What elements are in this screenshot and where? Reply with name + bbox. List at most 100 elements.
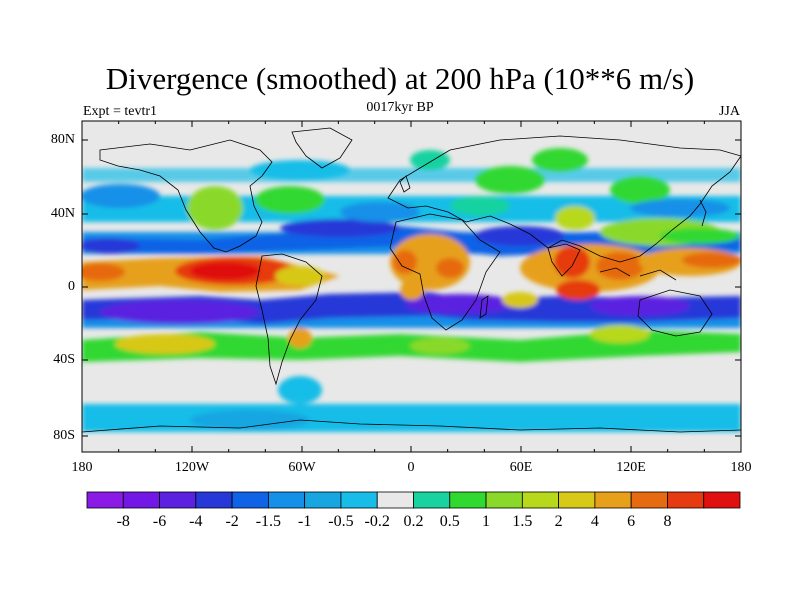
- field-patch: [610, 176, 670, 204]
- lon-label: 120W: [174, 460, 210, 475]
- colorbar-label: 6: [627, 513, 636, 530]
- lat-label: 40N: [50, 206, 75, 221]
- lat-label: 80S: [53, 428, 75, 443]
- colorbar-label: 1.5: [512, 513, 533, 530]
- field-patch: [475, 226, 565, 246]
- coast-south-america: [255, 253, 323, 386]
- lon-label: 180: [730, 460, 752, 475]
- colorbar-swatch: [667, 491, 705, 509]
- colorbar-swatch: [304, 491, 342, 509]
- colorbar-label: 0.2: [403, 513, 424, 530]
- colorbar-label: -8: [116, 513, 130, 530]
- colorbar-label: 1: [482, 513, 491, 530]
- field-patch: [590, 325, 650, 343]
- colorbar-label: -4: [189, 513, 203, 530]
- field-patch: [590, 296, 690, 316]
- field-patch: [340, 202, 420, 222]
- time-label: 0017kyr BP: [366, 100, 434, 115]
- field-patch: [405, 294, 515, 314]
- coast-india: [547, 243, 581, 277]
- axis-ticks: [81, 121, 742, 452]
- field-patch: [360, 408, 500, 428]
- colorbar-swatch: [558, 491, 596, 509]
- field-patch: [410, 338, 470, 354]
- colorbar-label: -2: [225, 513, 239, 530]
- colorbar-swatch: [231, 491, 269, 509]
- lat-label: 0: [68, 279, 75, 294]
- plot-title: Divergence (smoothed) at 200 hPa (10**6 …: [105, 61, 695, 96]
- lon-label: 120E: [616, 460, 646, 475]
- colorbar-swatch: [86, 491, 124, 509]
- field-patch: [187, 186, 243, 230]
- field-patch: [682, 252, 741, 268]
- colorbar-label: -0.2: [364, 513, 390, 530]
- colorbar-swatch: [159, 491, 197, 509]
- field-patch: [554, 246, 590, 278]
- field-patch: [502, 292, 538, 308]
- field-patch: [596, 252, 644, 280]
- colorbar-label: -6: [152, 513, 167, 530]
- season-label: JJA: [718, 104, 740, 119]
- colorbar-swatch: [594, 491, 632, 509]
- coast-australia: [637, 289, 713, 337]
- colorbar-swatch: [630, 491, 668, 509]
- colorbar-swatch: [485, 491, 523, 509]
- field-patch: [560, 408, 720, 432]
- field-patch: [82, 263, 125, 281]
- field-patch: [288, 328, 312, 348]
- lon-label: 0: [407, 460, 415, 475]
- colorbar-swatch: [449, 491, 487, 509]
- colorbar-label: 8: [663, 513, 672, 530]
- coast-uk: [399, 175, 411, 193]
- coast-north-america: [99, 139, 273, 253]
- field-patch: [556, 280, 600, 300]
- experiment-label: Expt = tevtr1: [83, 104, 157, 119]
- colorbar-swatch: [122, 491, 160, 509]
- field-patch: [82, 238, 140, 254]
- field-patch: [278, 376, 322, 404]
- colorbar-label: 4: [590, 513, 599, 530]
- colorbar-label: -0.5: [328, 513, 354, 530]
- field-patch: [275, 266, 325, 286]
- field-patch: [190, 262, 260, 280]
- coast-europe-asia: [387, 135, 741, 263]
- colorbar-label: -1: [297, 513, 312, 530]
- lon-label: 60E: [509, 460, 533, 475]
- colorbar-swatch: [267, 491, 306, 509]
- field-patch: [410, 150, 450, 170]
- field-patch: [400, 280, 424, 300]
- field-patch: [255, 186, 325, 214]
- colorbar-swatch: [413, 491, 451, 509]
- field-patch: [82, 184, 160, 208]
- coastlines: [82, 127, 741, 433]
- field-patch: [82, 168, 741, 182]
- colorbar: [86, 491, 741, 509]
- field-patch: [250, 160, 350, 180]
- lon-label: 60W: [288, 460, 316, 475]
- colorbar-swatch: [376, 491, 414, 509]
- coast-maritime-continent: [599, 267, 677, 281]
- field-patch: [660, 228, 740, 244]
- colorbar-label: -1.5: [255, 513, 282, 530]
- colorbar-label: 2: [554, 513, 563, 530]
- field-patch: [280, 219, 400, 237]
- colorbar-swatch: [703, 491, 741, 509]
- lon-label: 180: [71, 460, 93, 475]
- field-patch: [555, 206, 595, 230]
- field-patch: [436, 258, 464, 278]
- field-patch: [115, 334, 215, 354]
- field-patch: [532, 148, 588, 172]
- coast-japan: [699, 199, 707, 227]
- coast-greenland: [291, 127, 353, 169]
- field-patch: [450, 196, 510, 216]
- coast-antarctica: [82, 419, 741, 433]
- field-patch: [100, 300, 260, 324]
- field-patch: [475, 166, 545, 194]
- colorbar-swatch: [340, 491, 378, 509]
- colorbar-label: 0.5: [439, 513, 460, 530]
- field-patch: [630, 199, 730, 217]
- lat-label: 80N: [50, 132, 75, 147]
- colorbar-swatch: [521, 491, 560, 509]
- lat-label: 40S: [53, 352, 75, 367]
